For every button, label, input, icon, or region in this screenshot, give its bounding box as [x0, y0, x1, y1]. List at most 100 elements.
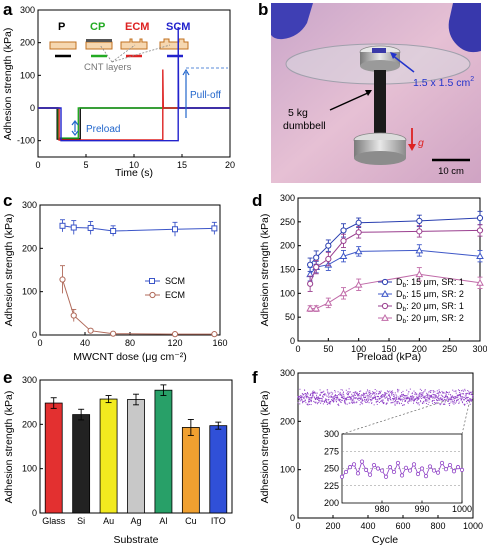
data-point	[471, 391, 473, 393]
axis-ticks-d: 0 50 100 150 200 250 300 0 50 100 150 200 250 300	[280, 193, 487, 354]
data-point	[430, 391, 432, 393]
data-point	[309, 394, 311, 396]
data-point	[362, 394, 364, 396]
x-tick-label: 15	[177, 160, 187, 170]
data-point	[325, 394, 327, 396]
data-point	[443, 403, 445, 405]
data-point	[440, 394, 442, 396]
data-point	[341, 399, 343, 401]
data-point	[428, 398, 430, 400]
data-point	[385, 403, 387, 405]
data-point	[304, 389, 306, 391]
data-point	[420, 401, 422, 403]
data-point	[364, 396, 366, 398]
data-point	[372, 392, 374, 394]
data-point	[369, 393, 371, 395]
data-point	[429, 399, 431, 401]
data-point	[341, 399, 343, 401]
data-point	[382, 399, 384, 401]
data-point	[332, 400, 334, 402]
data-point	[342, 396, 344, 398]
series-line-P	[38, 107, 230, 140]
data-point	[352, 395, 354, 397]
legend-label-d: Db: 20 μm, SR: 1	[396, 301, 464, 313]
data-point	[443, 399, 445, 401]
data-point	[419, 396, 421, 398]
data-point	[359, 404, 361, 406]
data-point	[371, 397, 373, 399]
data-point	[428, 391, 430, 393]
data-point	[350, 398, 352, 400]
data-point	[444, 396, 446, 398]
data-point	[464, 390, 466, 392]
data-point	[401, 400, 403, 402]
data-point	[355, 402, 357, 404]
data-point	[396, 395, 398, 397]
data-point	[386, 390, 388, 392]
data-point	[412, 397, 414, 399]
data-point	[319, 393, 321, 395]
gravity-symbol: g	[418, 137, 424, 149]
data-point	[370, 393, 372, 395]
data-point	[438, 393, 440, 395]
data-point	[435, 394, 437, 396]
data-point	[347, 396, 349, 398]
data-point	[342, 393, 344, 395]
inset-data-point	[387, 465, 393, 470]
data-point	[322, 396, 324, 398]
data-point	[456, 396, 458, 398]
data-point	[337, 396, 339, 398]
data-point	[465, 393, 467, 395]
data-point	[297, 402, 299, 404]
data-point	[303, 396, 305, 398]
data-point	[400, 399, 402, 401]
category-label-ITO: ITO	[211, 516, 226, 526]
data-point	[325, 400, 327, 402]
data-point	[462, 393, 464, 395]
data-point	[362, 399, 364, 401]
data-point	[364, 393, 366, 395]
data-point	[452, 401, 454, 403]
data-point	[421, 403, 423, 405]
inset-data-point	[407, 468, 413, 473]
data-point	[310, 399, 312, 401]
inset-data-point	[427, 464, 433, 469]
data-point	[355, 392, 357, 394]
data-point-circle	[355, 219, 362, 226]
inset-x-tick-label: 980	[374, 504, 389, 514]
data-point	[442, 392, 444, 394]
data-point	[459, 391, 461, 393]
data-point	[462, 402, 463, 404]
data-point	[380, 397, 382, 399]
inset-data-point	[455, 465, 461, 470]
data-point	[324, 393, 326, 395]
ylabel-f: Adhesion strength (kPa)	[259, 391, 271, 504]
data-point	[381, 395, 383, 397]
data-point	[454, 397, 456, 399]
data-point	[350, 397, 352, 399]
data-point	[446, 392, 448, 394]
data-point	[438, 392, 440, 394]
data-point	[315, 398, 317, 400]
data-point	[427, 403, 429, 405]
data-point	[369, 391, 371, 393]
data-point	[453, 397, 455, 399]
data-point	[423, 391, 425, 393]
data-point	[328, 398, 330, 400]
data-point	[346, 392, 348, 394]
data-point	[352, 400, 354, 402]
category-label-Ag: Ag	[130, 516, 141, 526]
data-point	[299, 388, 301, 390]
data-point	[450, 397, 452, 399]
data-point	[331, 393, 333, 395]
data-point	[385, 394, 387, 396]
data-point	[391, 392, 393, 394]
data-point	[416, 399, 418, 401]
data-point	[376, 400, 378, 402]
data-point	[454, 396, 456, 398]
inset-data-point	[423, 473, 429, 479]
data-point	[440, 403, 442, 405]
data-point	[344, 397, 346, 399]
